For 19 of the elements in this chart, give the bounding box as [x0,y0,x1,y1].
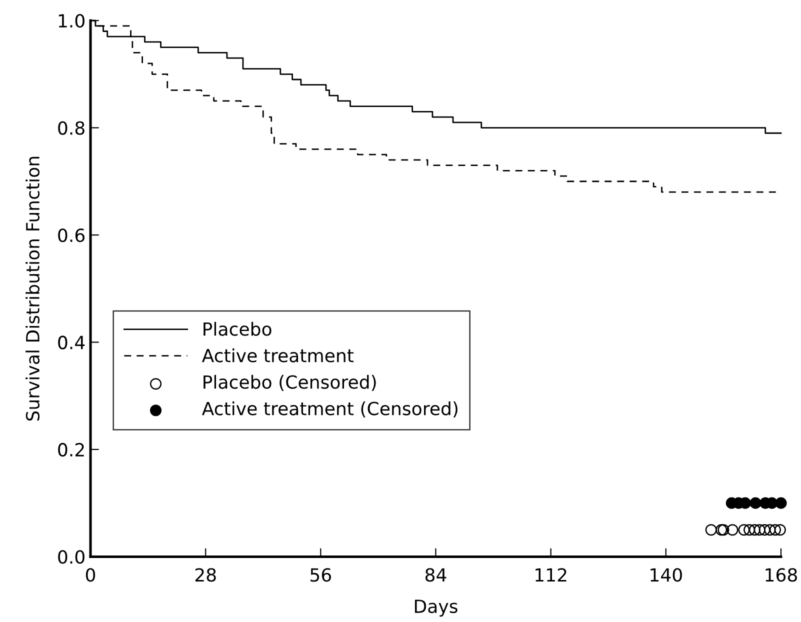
y-tick-label: 0.8 [58,121,84,135]
legend-label: Active treatment [202,348,354,362]
legend-label: Placebo (Censored) [204,374,376,391]
x-tick-label: 168 [766,568,797,582]
y-tick-label: 0.2 [58,442,84,457]
y-axis-title: Survival Distribution Function [26,156,40,421]
x-tick-label: 84 [425,568,446,582]
x-tick-label: 0 [86,568,96,582]
x-tick-label: 112 [536,568,566,582]
y-tick-label: 0.0 [58,550,84,564]
x-tick-label: 28 [195,568,216,582]
legend-label: Active treatment (Censored) [202,401,458,418]
y-tick-label: 0.4 [58,336,85,350]
x-tick-label: 140 [650,568,682,582]
y-tick-label: 0.6 [58,228,85,242]
y-tick-label: 1.0 [58,14,84,28]
x-axis-title: Days [414,600,458,617]
x-tick-label: 56 [310,568,332,582]
legend-label: Placebo [204,322,272,336]
